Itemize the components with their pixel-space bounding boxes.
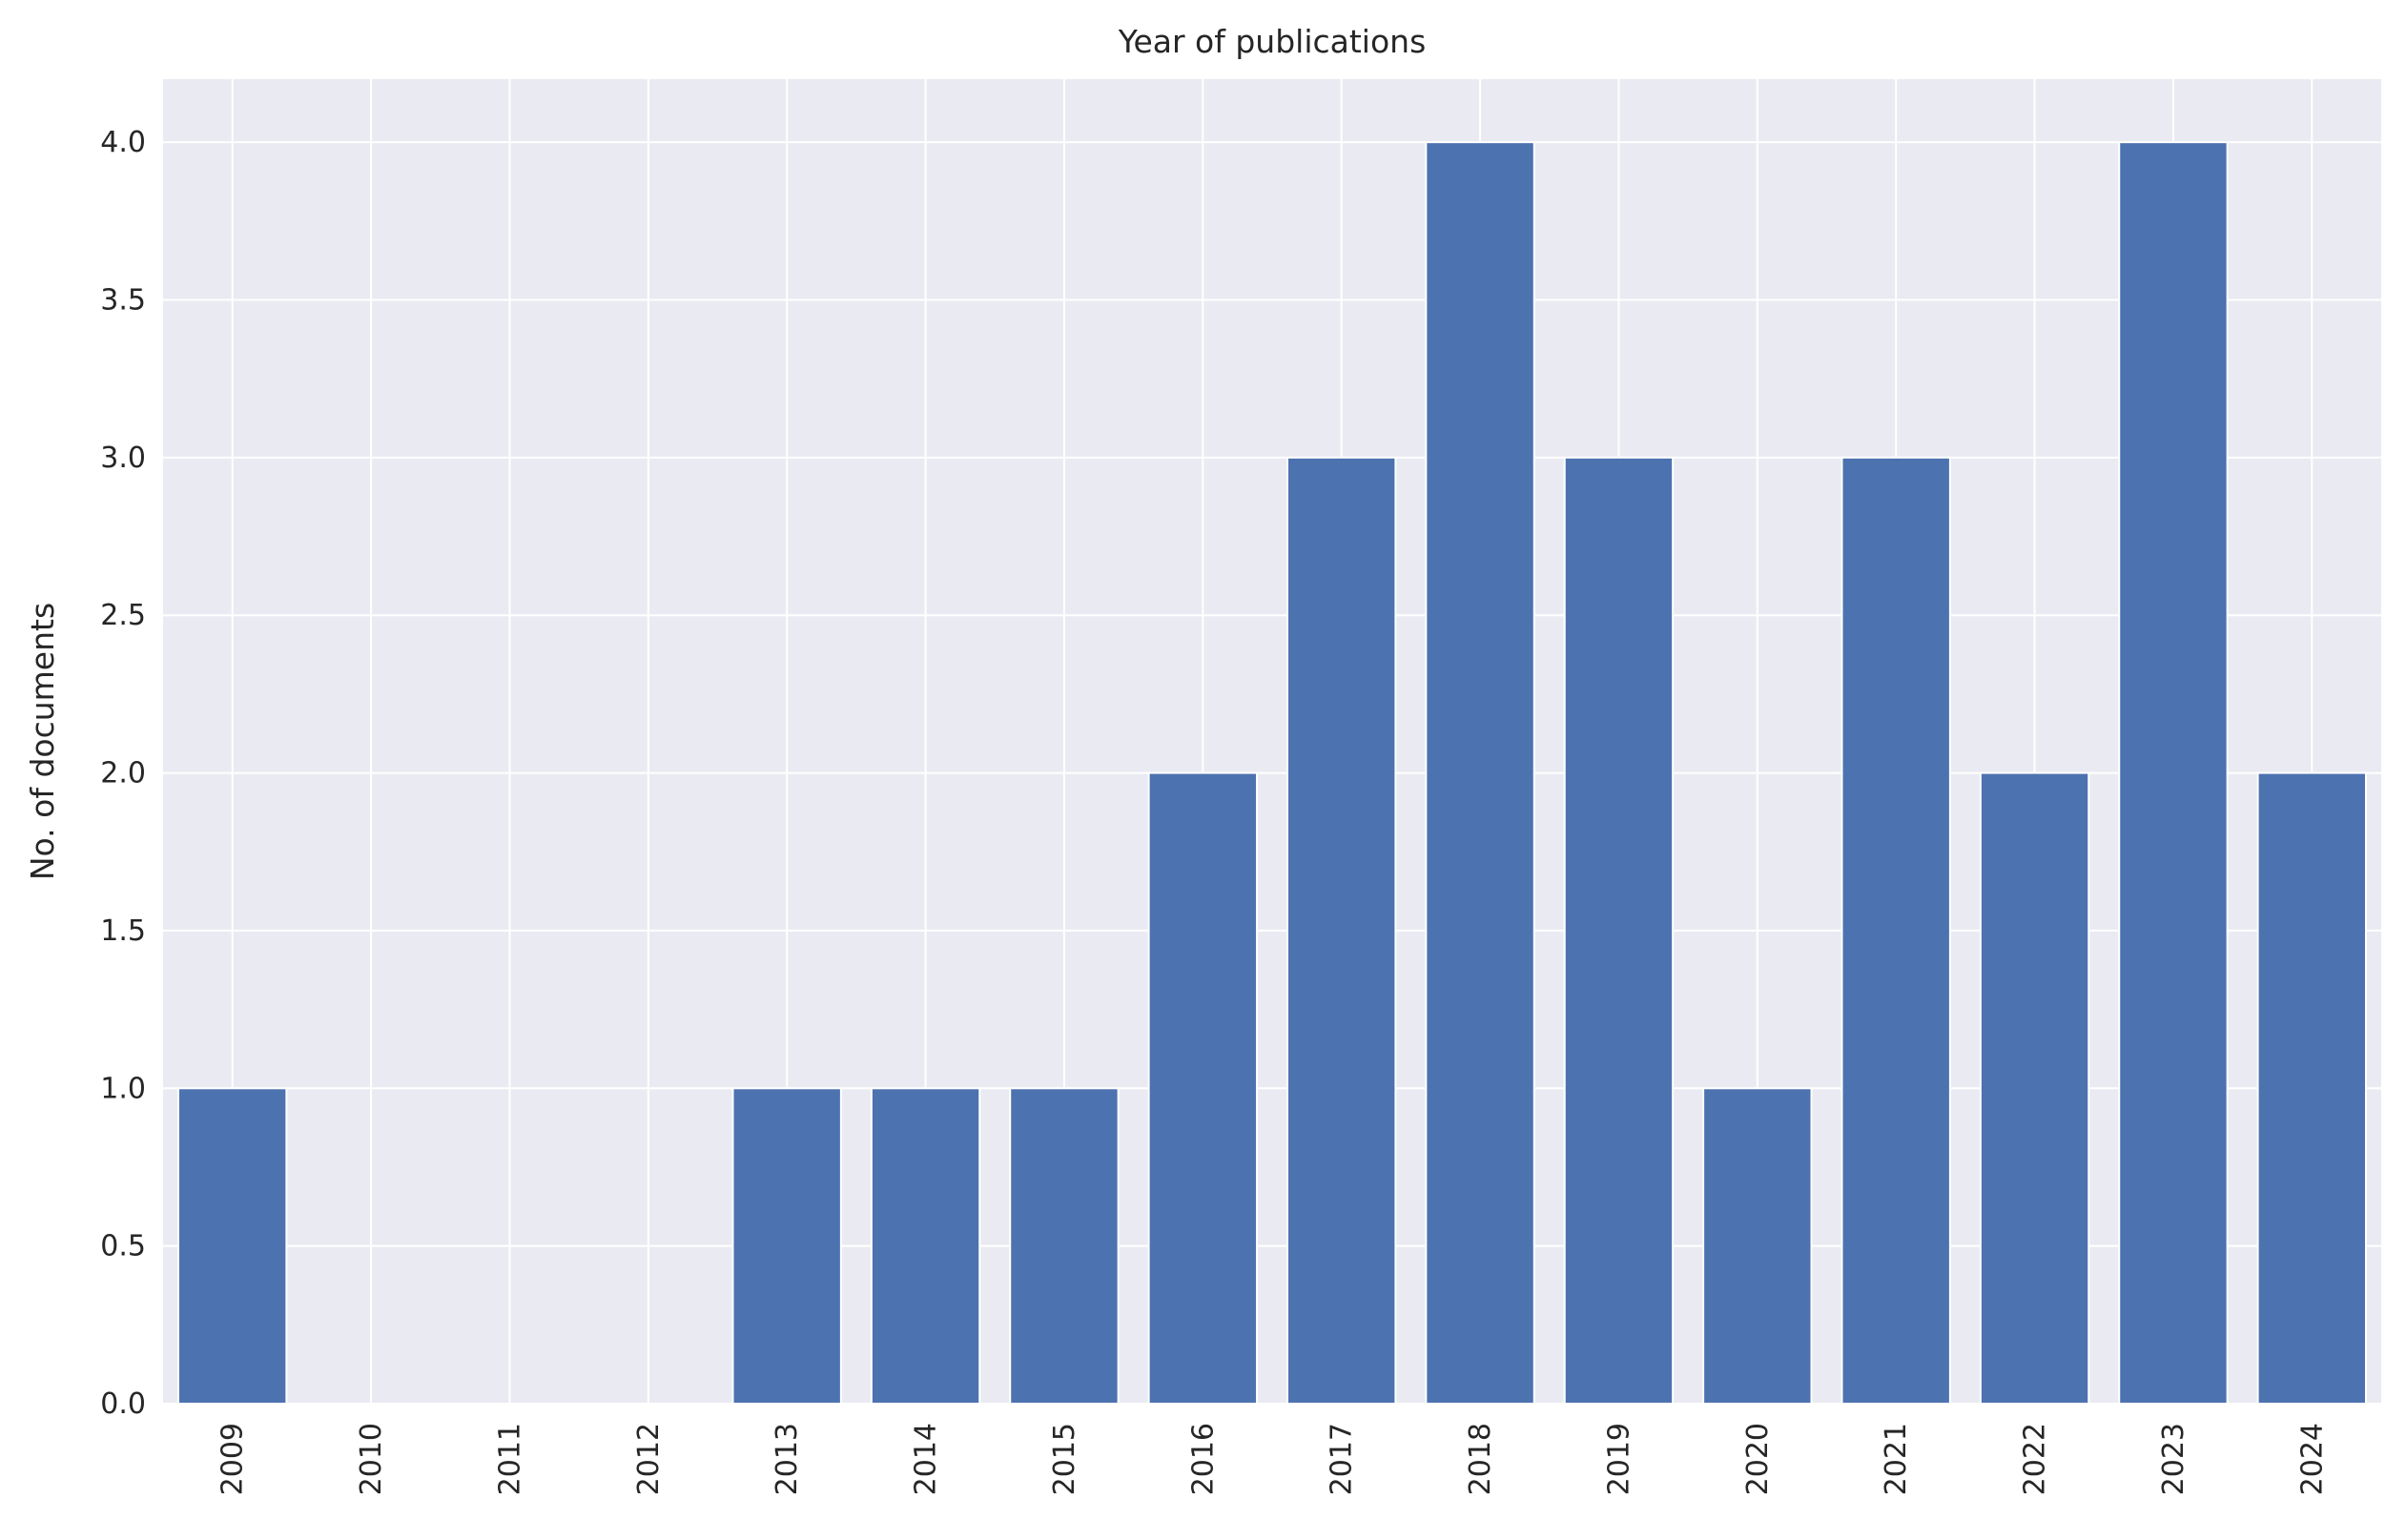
y-tick-label: 4.0: [100, 126, 146, 159]
x-tick-label: 2020: [1741, 1423, 1775, 1495]
bar-2013: [731, 1087, 842, 1406]
x-tick-label: 2014: [910, 1423, 943, 1495]
bars: [176, 141, 2368, 1406]
bar-2023: [2118, 141, 2229, 1406]
y-tick-label: 1.5: [100, 914, 146, 948]
y-tick-label: 0.0: [100, 1387, 146, 1421]
y-axis-ticks: 0.0 0.5 1.0 1.5 2.0 2.5 3.0 3.5 4.0: [100, 126, 146, 1421]
x-tick-label: 2021: [1880, 1423, 1913, 1495]
x-tick-label: 2024: [2295, 1423, 2329, 1495]
x-tick-label: 2012: [632, 1423, 666, 1495]
x-tick-label: 2011: [493, 1423, 526, 1495]
y-tick-label: 0.5: [100, 1230, 146, 1263]
bar-2017: [1285, 456, 1397, 1406]
y-tick-label: 1.0: [100, 1072, 146, 1105]
x-tick-label: 2023: [2157, 1423, 2190, 1495]
x-tick-label: 2016: [1186, 1423, 1220, 1495]
bar-2018: [1425, 141, 1535, 1406]
y-tick-label: 3.5: [100, 284, 146, 318]
x-tick-label: 2022: [2019, 1423, 2052, 1495]
bar-2014: [870, 1087, 981, 1406]
bar-2021: [1840, 456, 1951, 1406]
x-tick-label: 2010: [355, 1423, 388, 1495]
bar-2022: [1979, 771, 2090, 1405]
bar-2015: [1009, 1087, 1120, 1406]
x-tick-label: 2015: [1048, 1423, 1081, 1495]
x-axis-ticks: 2009 2010 2011 2012 2013 2014 2015 2016 2017 2018…: [216, 1423, 2330, 1495]
y-axis-label: No. of documents: [24, 603, 61, 880]
bar-2009: [176, 1087, 288, 1406]
bar-2020: [1702, 1087, 1813, 1406]
y-tick-label: 2.0: [100, 757, 146, 791]
x-tick-label: 2009: [216, 1423, 250, 1495]
y-tick-label: 2.5: [100, 599, 146, 632]
x-tick-label: 2019: [1602, 1423, 1635, 1495]
x-tick-label: 2018: [1464, 1423, 1497, 1495]
y-tick-label: 3.0: [100, 441, 146, 475]
bar-2016: [1147, 771, 1259, 1405]
chart-title: Year of publications: [1118, 23, 1427, 60]
x-tick-label: 2013: [771, 1423, 804, 1495]
bar-2019: [1563, 456, 1675, 1406]
bar-2024: [2256, 771, 2368, 1405]
x-tick-label: 2017: [1326, 1423, 1359, 1495]
